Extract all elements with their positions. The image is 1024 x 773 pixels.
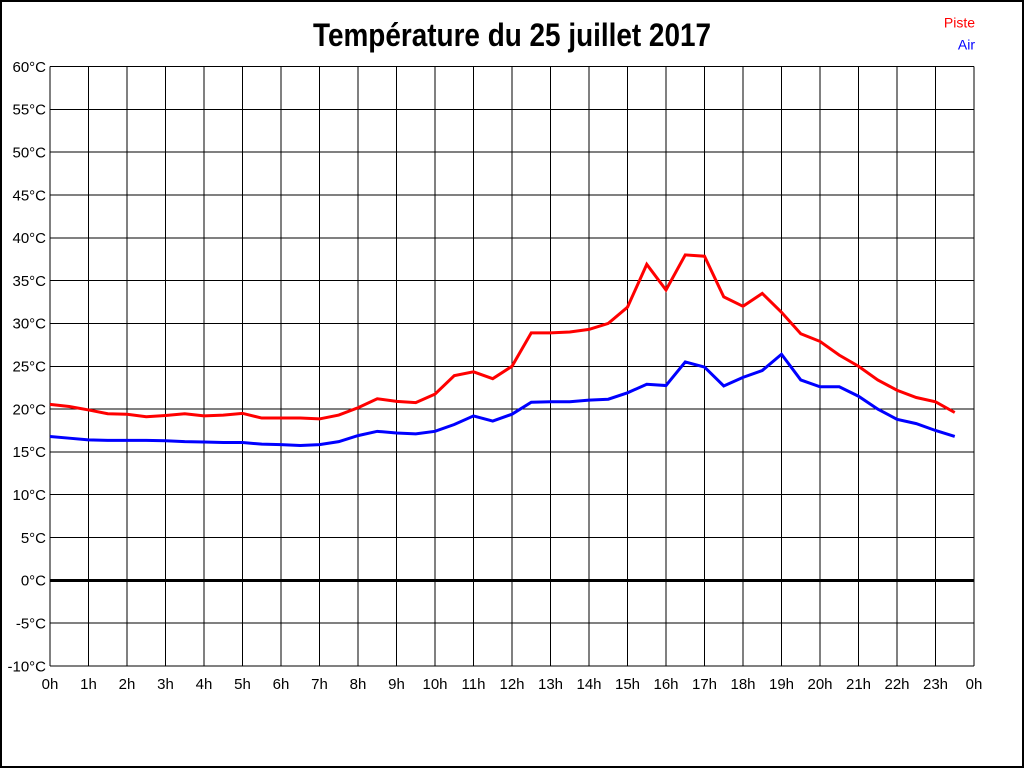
svg-text:30°C: 30°C [12, 316, 46, 333]
svg-text:13h: 13h [538, 676, 563, 693]
svg-text:14h: 14h [576, 676, 601, 693]
svg-text:23h: 23h [923, 676, 948, 693]
svg-text:25°C: 25°C [12, 359, 46, 376]
svg-text:-10°C: -10°C [7, 658, 46, 675]
svg-text:55°C: 55°C [12, 102, 46, 119]
svg-text:6h: 6h [273, 676, 290, 693]
svg-text:20°C: 20°C [12, 401, 46, 418]
svg-text:40°C: 40°C [12, 230, 46, 247]
svg-text:2h: 2h [119, 676, 136, 693]
svg-text:45°C: 45°C [12, 187, 46, 204]
svg-text:1h: 1h [80, 676, 97, 693]
svg-text:Piste: Piste [944, 15, 975, 31]
svg-text:5h: 5h [234, 676, 251, 693]
svg-text:22h: 22h [884, 676, 909, 693]
svg-text:4h: 4h [196, 676, 213, 693]
svg-text:17h: 17h [692, 676, 717, 693]
svg-text:Air: Air [958, 37, 975, 53]
svg-text:21h: 21h [846, 676, 871, 693]
svg-text:10°C: 10°C [12, 487, 46, 504]
svg-text:35°C: 35°C [12, 273, 46, 290]
svg-text:60°C: 60°C [12, 59, 46, 76]
svg-text:0h: 0h [966, 676, 983, 693]
svg-text:11h: 11h [462, 676, 486, 693]
svg-text:15°C: 15°C [12, 444, 46, 461]
svg-text:12h: 12h [499, 676, 524, 693]
svg-text:-5°C: -5°C [16, 615, 46, 632]
svg-text:20h: 20h [807, 676, 832, 693]
svg-text:8h: 8h [350, 676, 367, 693]
svg-text:9h: 9h [388, 676, 405, 693]
svg-text:50°C: 50°C [12, 144, 46, 161]
svg-text:16h: 16h [653, 676, 678, 693]
svg-text:7h: 7h [311, 676, 328, 693]
svg-text:0h: 0h [42, 676, 59, 693]
svg-text:10h: 10h [422, 676, 447, 693]
svg-text:15h: 15h [615, 676, 640, 693]
svg-text:Température du 25 juillet 2017: Température du 25 juillet 2017 [313, 17, 711, 53]
svg-text:0°C: 0°C [21, 573, 46, 590]
svg-text:18h: 18h [730, 676, 755, 693]
svg-text:19h: 19h [769, 676, 794, 693]
svg-text:5°C: 5°C [21, 530, 46, 547]
svg-text:3h: 3h [157, 676, 174, 693]
